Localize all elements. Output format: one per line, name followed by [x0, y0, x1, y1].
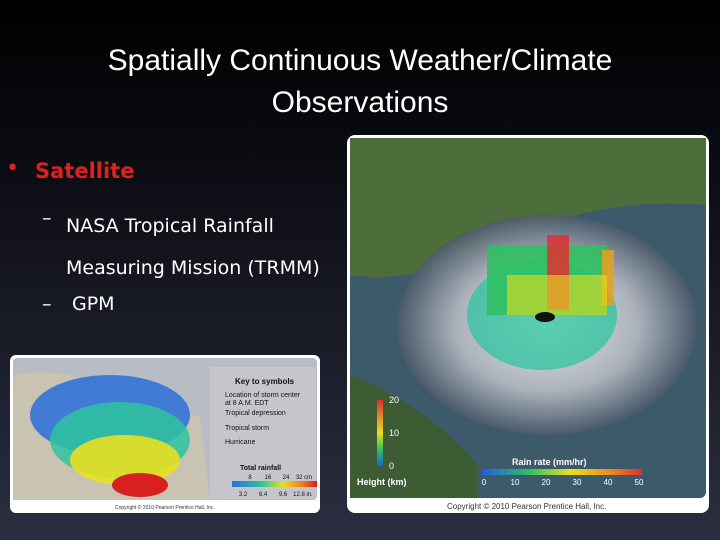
rain-label: 10 — [511, 478, 520, 487]
bullet-marker: • — [6, 156, 19, 181]
rain-label: 20 — [542, 478, 551, 487]
sub-bullet-marker: – — [42, 207, 52, 229]
rain-bar — [482, 469, 642, 475]
rain-labels: 0 10 20 30 40 50 — [482, 478, 644, 487]
key-title: Key to symbols — [235, 377, 295, 386]
key-item: Location of storm center — [225, 392, 301, 399]
copyright: Copyright © 2010 Pearson Prentice Hall, … — [447, 502, 606, 511]
key-item: at 8 A.M. EDT — [225, 400, 269, 407]
key-item: Hurricane — [225, 439, 255, 446]
rain-label: 50 — [635, 478, 644, 487]
height-label: 20 — [389, 395, 399, 405]
key-panel — [210, 367, 316, 499]
legend-label: 9.6 — [279, 492, 288, 498]
eye — [535, 312, 555, 322]
legend-label: 32 cm — [296, 475, 312, 481]
height-label: 0 — [389, 461, 394, 471]
sub-bullet: NASA Tropical Rainfall Measuring Mission… — [66, 215, 320, 279]
hurricane-image: 20 10 0 Height (km) Rain rate (mm/hr) 0 1… — [347, 135, 709, 513]
rainfall-map: Key to symbols Location of storm center … — [10, 355, 320, 513]
legend-title: Total rainfall — [240, 465, 281, 472]
rain-label: 30 — [573, 478, 582, 487]
sub-bullet: GPM — [72, 293, 115, 315]
legend-labels: 8 16 24 32 cm — [248, 475, 312, 481]
sub-bullet-marker: – — [42, 293, 52, 315]
key-item: Tropical storm — [225, 425, 269, 432]
legend-label: 16 — [265, 475, 272, 481]
legend-bar — [232, 481, 317, 487]
slide-title: Spatially Continuous Weather/Climate Obs… — [107, 44, 613, 119]
legend-label: 24 — [283, 475, 290, 481]
rain-area — [70, 435, 180, 485]
copyright: Copyright © 2010 Pearson Prentice Hall, … — [115, 504, 215, 511]
legend-label: 12.8 in. — [293, 492, 313, 498]
height-bar — [377, 400, 383, 466]
rain-label: 0 — [482, 478, 487, 487]
legend-labels: 3.2 6.4 9.6 12.8 in. — [239, 492, 313, 498]
height-title: Height (km) — [357, 477, 407, 487]
rain-label: 40 — [604, 478, 613, 487]
legend-label: 3.2 — [239, 492, 248, 498]
height-label: 10 — [389, 428, 399, 438]
legend-label: 6.4 — [259, 492, 268, 498]
bullet: Satellite — [35, 159, 135, 183]
rain-title: Rain rate (mm/hr) — [512, 457, 587, 467]
land — [350, 138, 706, 277]
legend-label: 8 — [248, 475, 252, 481]
rain-area — [112, 473, 168, 497]
key-item: Tropical depression — [225, 410, 286, 417]
rain-tower — [507, 275, 607, 315]
